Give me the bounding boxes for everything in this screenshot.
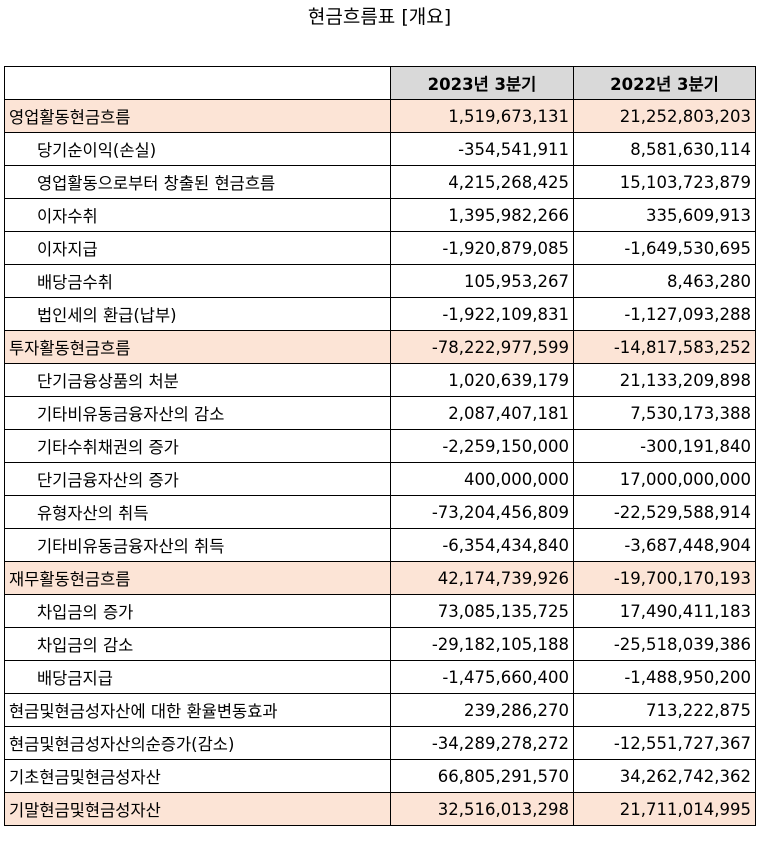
cash-flow-table: 2023년 3분기 2022년 3분기 영업활동현금흐름 1,519,673,13…: [4, 66, 756, 826]
value-2022: -300,191,840: [573, 429, 756, 463]
table-row: 법인세의 환급(납부) -1,922,109,831 -1,127,093,288: [4, 297, 756, 331]
value-2023: 239,286,270: [390, 693, 574, 727]
value-2023: -2,259,150,000: [390, 429, 574, 463]
row-label: 영업활동으로부터 창출된 현금흐름: [4, 165, 391, 199]
row-label: 기말현금및현금성자산: [4, 792, 391, 826]
header-2023: 2023년 3분기: [390, 66, 574, 100]
table-row: 차입금의 감소 -29,182,105,188 -25,518,039,386: [4, 627, 756, 661]
row-label: 배당금수취: [4, 264, 391, 298]
row-label: 유형자산의 취득: [4, 495, 391, 529]
value-2022: 17,000,000,000: [573, 462, 756, 496]
value-2023: -34,289,278,272: [390, 726, 574, 760]
value-2023: 32,516,013,298: [390, 792, 574, 826]
value-2022: 8,581,630,114: [573, 132, 756, 166]
value-2023: 1,020,639,179: [390, 363, 574, 397]
table-row: 이자지급 -1,920,879,085 -1,649,530,695: [4, 231, 756, 265]
value-2023: -29,182,105,188: [390, 627, 574, 661]
value-2022: 15,103,723,879: [573, 165, 756, 199]
value-2023: 73,085,135,725: [390, 594, 574, 628]
row-label: 기초현금및현금성자산: [4, 759, 391, 793]
table-row: 기타비유동금융자산의 감소 2,087,407,181 7,530,173,388: [4, 396, 756, 430]
row-label: 법인세의 환급(납부): [4, 297, 391, 331]
value-2022: 34,262,742,362: [573, 759, 756, 793]
row-label: 단기금융자산의 증가: [4, 462, 391, 496]
value-2022: 21,133,209,898: [573, 363, 756, 397]
value-2022: -14,817,583,252: [573, 330, 756, 364]
value-2022: 335,609,913: [573, 198, 756, 232]
row-label: 재무활동현금흐름: [4, 561, 391, 595]
row-label: 이자지급: [4, 231, 391, 265]
table-row: 기타수취채권의 증가 -2,259,150,000 -300,191,840: [4, 429, 756, 463]
value-2022: -1,488,950,200: [573, 660, 756, 694]
row-label: 배당금지급: [4, 660, 391, 694]
value-2022: 17,490,411,183: [573, 594, 756, 628]
row-label: 현금및현금성자산의순증가(감소): [4, 726, 391, 760]
value-2023: 105,953,267: [390, 264, 574, 298]
value-2022: 7,530,173,388: [573, 396, 756, 430]
value-2023: -1,920,879,085: [390, 231, 574, 265]
value-2023: -1,922,109,831: [390, 297, 574, 331]
row-label: 기타수취채권의 증가: [4, 429, 391, 463]
table-row: 단기금융상품의 처분 1,020,639,179 21,133,209,898: [4, 363, 756, 397]
row-label: 차입금의 감소: [4, 627, 391, 661]
value-2022: 713,222,875: [573, 693, 756, 727]
value-2022: -1,127,093,288: [573, 297, 756, 331]
value-2023: -354,541,911: [390, 132, 574, 166]
value-2023: -6,354,434,840: [390, 528, 574, 562]
value-2022: -12,551,727,367: [573, 726, 756, 760]
table-row: 배당금지급 -1,475,660,400 -1,488,950,200: [4, 660, 756, 694]
row-label: 투자활동현금흐름: [4, 330, 391, 364]
table-row: 유형자산의 취득 -73,204,456,809 -22,529,588,914: [4, 495, 756, 529]
table-row: 기초현금및현금성자산 66,805,291,570 34,262,742,362: [4, 759, 756, 793]
row-label: 이자수취: [4, 198, 391, 232]
row-label: 당기순이익(손실): [4, 132, 391, 166]
row-label: 현금및현금성자산에 대한 환율변동효과: [4, 693, 391, 727]
value-2022: -22,529,588,914: [573, 495, 756, 529]
table-body: 영업활동현금흐름 1,519,673,131 21,252,803,203 당기순이익…: [4, 99, 756, 826]
value-2023: 4,215,268,425: [390, 165, 574, 199]
header-2022: 2022년 3분기: [573, 66, 756, 100]
value-2023: -1,475,660,400: [390, 660, 574, 694]
page-title: 현금흐름표 [개요]: [307, 6, 452, 28]
table-row: 투자활동현금흐름 -78,222,977,599 -14,817,583,252: [4, 330, 756, 364]
table-row: 기타비유동금융자산의 취득 -6,354,434,840 -3,687,448,90…: [4, 528, 756, 562]
table-row: 차입금의 증가 73,085,135,725 17,490,411,183: [4, 594, 756, 628]
value-2023: 2,087,407,181: [390, 396, 574, 430]
header-row: 2023년 3분기 2022년 3분기: [4, 66, 756, 100]
value-2022: -1,649,530,695: [573, 231, 756, 265]
table-row: 기말현금및현금성자산 32,516,013,298 21,711,014,995: [4, 792, 756, 826]
value-2022: -25,518,039,386: [573, 627, 756, 661]
value-2023: 42,174,739,926: [390, 561, 574, 595]
value-2023: -73,204,456,809: [390, 495, 574, 529]
table-row: 현금및현금성자산에 대한 환율변동효과 239,286,270 713,222,87…: [4, 693, 756, 727]
table-row: 재무활동현금흐름 42,174,739,926 -19,700,170,193: [4, 561, 756, 595]
value-2022: 21,252,803,203: [573, 99, 756, 133]
value-2023: -78,222,977,599: [390, 330, 574, 364]
row-label: 영업활동현금흐름: [4, 99, 391, 133]
row-label: 기타비유동금융자산의 취득: [4, 528, 391, 562]
value-2023: 66,805,291,570: [390, 759, 574, 793]
row-label: 차입금의 증가: [4, 594, 391, 628]
row-label: 기타비유동금융자산의 감소: [4, 396, 391, 430]
table-row: 단기금융자산의 증가 400,000,000 17,000,000,000: [4, 462, 756, 496]
table-row: 현금및현금성자산의순증가(감소) -34,289,278,272 -12,551,7…: [4, 726, 756, 760]
table-row: 이자수취 1,395,982,266 335,609,913: [4, 198, 756, 232]
table-row: 배당금수취 105,953,267 8,463,280: [4, 264, 756, 298]
row-label: 단기금융상품의 처분: [4, 363, 391, 397]
table-row: 영업활동으로부터 창출된 현금흐름 4,215,268,425 15,103,723…: [4, 165, 756, 199]
value-2022: 21,711,014,995: [573, 792, 756, 826]
table-row: 당기순이익(손실) -354,541,911 8,581,630,114: [4, 132, 756, 166]
header-blank: [4, 66, 391, 100]
value-2023: 400,000,000: [390, 462, 574, 496]
value-2022: 8,463,280: [573, 264, 756, 298]
value-2023: 1,519,673,131: [390, 99, 574, 133]
value-2022: -3,687,448,904: [573, 528, 756, 562]
table-row: 영업활동현금흐름 1,519,673,131 21,252,803,203: [4, 99, 756, 133]
value-2022: -19,700,170,193: [573, 561, 756, 595]
value-2023: 1,395,982,266: [390, 198, 574, 232]
